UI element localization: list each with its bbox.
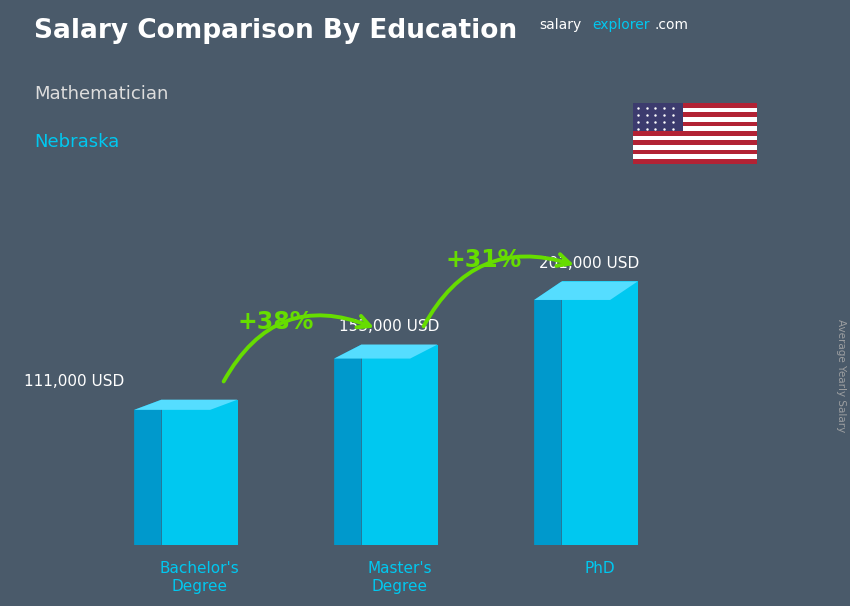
Bar [633, 108, 756, 112]
Bar [633, 145, 756, 150]
Polygon shape [334, 344, 361, 545]
Bar [633, 122, 756, 126]
Bar [633, 136, 756, 141]
Bar [633, 150, 756, 155]
Polygon shape [534, 281, 638, 300]
Bar [633, 112, 756, 117]
Text: +31%: +31% [445, 248, 522, 273]
Bar [633, 103, 756, 108]
Bar [633, 141, 756, 145]
Bar [633, 159, 756, 164]
Text: explorer: explorer [592, 18, 650, 32]
Text: Mathematician: Mathematician [34, 85, 168, 103]
Bar [633, 103, 683, 131]
Text: .com: .com [654, 18, 688, 32]
Text: Nebraska: Nebraska [34, 133, 119, 152]
Text: 111,000 USD: 111,000 USD [24, 374, 124, 389]
Bar [633, 117, 756, 122]
Bar [633, 126, 756, 131]
Polygon shape [134, 400, 237, 410]
Polygon shape [534, 281, 562, 545]
Text: Average Yearly Salary: Average Yearly Salary [836, 319, 846, 432]
Text: salary: salary [540, 18, 582, 32]
Bar [361, 344, 438, 545]
Bar [633, 131, 756, 136]
Bar [562, 281, 638, 545]
Bar [162, 400, 237, 545]
Polygon shape [134, 400, 162, 545]
Text: Salary Comparison By Education: Salary Comparison By Education [34, 18, 517, 44]
Text: 153,000 USD: 153,000 USD [339, 319, 439, 334]
Bar [633, 155, 756, 159]
Text: 201,000 USD: 201,000 USD [540, 256, 639, 271]
Polygon shape [334, 344, 438, 359]
Text: +38%: +38% [237, 310, 314, 334]
